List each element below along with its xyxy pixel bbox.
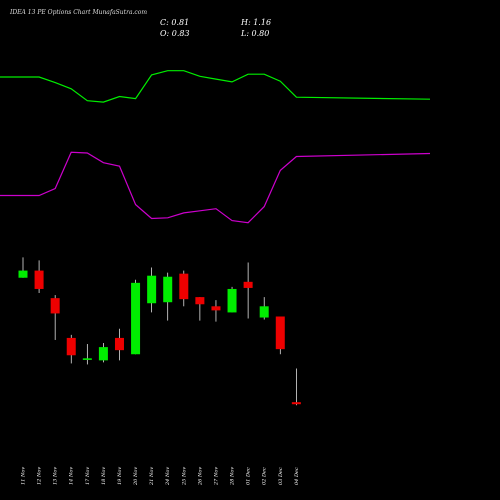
x-tick-label: 26 Nov [197, 467, 203, 486]
candle [227, 286, 237, 313]
candle-body [163, 276, 173, 303]
bands-layer [0, 70, 431, 224]
x-tick-label: 12 Nov [37, 467, 43, 485]
x-tick-label: 17 Nov [85, 467, 91, 485]
candles-layer [18, 257, 301, 406]
candle [82, 344, 92, 365]
x-tick-label: 14 Nov [69, 467, 75, 485]
x-tick-label: 24 Nov [165, 467, 171, 486]
candle [98, 343, 108, 363]
candle [275, 316, 285, 355]
candle [291, 368, 301, 406]
x-axis-labels: 11 Nov 12 Nov 13 Nov 14 Nov 17 Nov 18 Nov 19 N… [21, 467, 300, 486]
candle [18, 257, 28, 278]
upper-band-line [0, 70, 431, 103]
candle-body [50, 298, 60, 314]
candle-body [227, 288, 237, 313]
candle-body [34, 270, 44, 289]
candle [163, 272, 173, 321]
candle [34, 260, 44, 294]
x-tick-label: 19 Nov [117, 467, 123, 485]
candle-body [259, 306, 269, 318]
x-tick-label: 28 Nov [230, 467, 236, 486]
candle-body [66, 337, 76, 356]
x-tick-label: 13 Nov [53, 467, 59, 485]
x-tick-label: 21 Nov [149, 467, 155, 486]
candle-body [82, 358, 92, 360]
x-tick-label: 03 Dec [278, 467, 284, 485]
chart-title: IDEA 13 PE Options Chart MunafaSutra.com [10, 9, 148, 16]
candle-body [147, 275, 157, 304]
open-value: O: 0.83 [160, 29, 190, 38]
candle [114, 328, 124, 361]
x-tick-label: 20 Nov [133, 467, 139, 486]
high-value: H: 1.16 [241, 18, 272, 27]
x-tick-label: 27 Nov [214, 467, 220, 486]
candle-body [211, 306, 221, 311]
candle-body [98, 347, 108, 361]
low-value: L: 0.80 [241, 29, 270, 38]
close-value: C: 0.81 [160, 18, 190, 27]
candle-body [179, 273, 189, 300]
x-tick-label: 04 Dec [294, 467, 300, 485]
candle [50, 295, 60, 340]
candle [243, 262, 253, 319]
candle [259, 297, 269, 320]
candle-body [275, 316, 285, 350]
candle [211, 300, 221, 322]
candle [179, 270, 189, 307]
x-tick-label: 18 Nov [101, 467, 107, 485]
candle-body [291, 402, 301, 405]
candle-body [243, 281, 253, 288]
candle [131, 279, 141, 355]
x-tick-label: 02 Dec [262, 467, 268, 485]
x-tick-label: 25 Nov [181, 467, 187, 486]
x-tick-label: 01 Dec [246, 467, 252, 485]
candle-body [114, 337, 124, 351]
candle [147, 267, 157, 313]
candle-body [195, 297, 205, 305]
x-tick-label: 11 Nov [21, 467, 27, 485]
candle [195, 297, 205, 321]
candle [66, 334, 76, 364]
candle-body [131, 282, 141, 355]
candle-body [18, 270, 28, 278]
lower-band-line [0, 151, 431, 224]
